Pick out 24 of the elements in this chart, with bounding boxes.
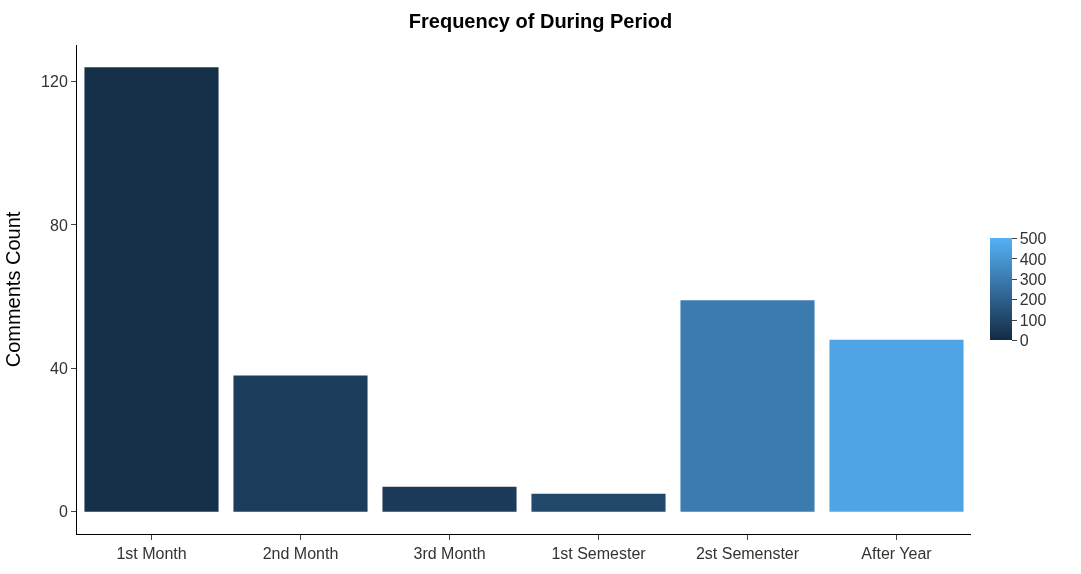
y-tick-label: 0	[58, 503, 68, 521]
chart-title: Frequency of During Period	[408, 10, 673, 33]
bar	[829, 339, 964, 512]
color-bar-label: 200	[1019, 291, 1047, 309]
color-bar-label: 400	[1019, 250, 1047, 268]
x-tick-label: After Year	[861, 545, 933, 563]
bar	[382, 486, 517, 512]
bar	[233, 375, 368, 512]
bar	[531, 493, 666, 512]
y-tick-label: 40	[50, 359, 68, 377]
x-tick-label: 1st Month	[116, 545, 187, 563]
x-tick-label: 1st Semester	[551, 545, 647, 563]
y-tick-label: 120	[41, 73, 68, 91]
color-bar-label: 500	[1019, 230, 1047, 248]
color-bar-label: 100	[1019, 311, 1047, 329]
bar	[84, 67, 219, 512]
x-tick-label: 3rd Month	[413, 545, 486, 563]
color-bar-label: 0	[1019, 332, 1029, 350]
bar	[680, 300, 815, 512]
x-tick-label: 2st Semenster	[695, 545, 800, 563]
y-tick-label: 80	[50, 216, 68, 234]
y-axis-title: Comments Count	[1, 211, 24, 368]
color-bar-label: 300	[1019, 270, 1047, 288]
x-tick-label: 2nd Month	[262, 545, 339, 563]
